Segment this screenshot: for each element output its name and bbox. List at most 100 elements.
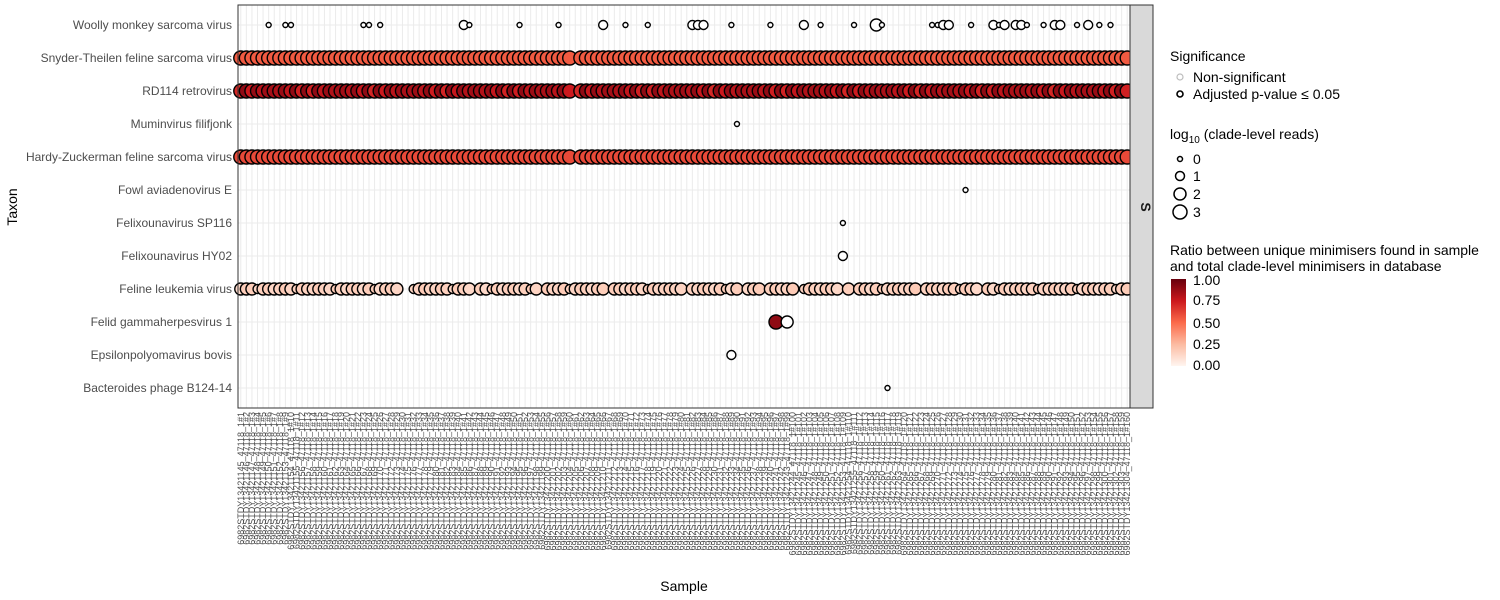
x-tick-label: 6982STDY13421167_47118_1#23: [358, 412, 368, 550]
x-tick-label: 6982STDY13421155_47118_1#11: [292, 412, 302, 549]
x-tick-label: 6982STDY13421224_47118_1#80: [676, 412, 686, 550]
data-point: [780, 315, 794, 329]
x-tick-label: 6982STDY13421299_47118_1#155: [1094, 412, 1104, 555]
x-tick-label: 6982STDY13421185_47118_1#41: [459, 412, 469, 550]
data-point: [767, 21, 774, 29]
x-tick-label: 6982STDY13421211_47118_1#67: [604, 412, 614, 550]
x-tick-label: 6982STDY13421291_47118_1#147: [1050, 412, 1060, 555]
x-tick-label: 6982STDY13421189_47118_1#45: [481, 412, 491, 550]
x-tick-label: 6982STDY13421196_47118_1#52: [520, 412, 530, 550]
x-tick-label: 6982STDY13421268_47118_1#124: [922, 412, 932, 555]
x-tick-label: 6982STDY13421173_47118_1#29: [392, 412, 402, 550]
x-tick-label: 6982STDY13421288_47118_1#144: [1033, 412, 1043, 555]
y-tick-label: Woolly monkey sarcoma virus: [73, 18, 232, 32]
x-tick-label: 6982STDY13421208_47118_1#64: [587, 412, 597, 550]
data-point: [674, 282, 688, 296]
x-tick-label: 6982STDY13421265_47118_1#121: [905, 412, 915, 555]
y-tick-label: Felixounavirus HY02: [121, 249, 232, 263]
x-tick-label: 6982STDY13421205_47118_1#61: [570, 412, 580, 550]
legend-size-key-3: [1172, 204, 1188, 220]
x-tick-label: 6982STDY13421220_47118_1#76: [654, 412, 664, 550]
x-tick-label: 6982STDY13421165_47118_1#21: [347, 412, 357, 550]
data-point: [850, 21, 858, 29]
x-tick-label: 6982STDY13421209_47118_1#65: [593, 412, 603, 550]
data-point: [830, 282, 845, 296]
x-tick-label: 6982STDY13421172_47118_1#28: [386, 412, 396, 550]
x-tick-label: 6982STDY13421175_47118_1#31: [403, 412, 413, 550]
data-point: [786, 282, 800, 296]
x-tick-label: 6982STDY13421228_47118_1#84: [699, 412, 709, 550]
legend-size-key-2: [1173, 187, 1187, 201]
y-tick-label: Fowl aviadenovirus E: [118, 183, 232, 197]
legend-color-tick-025: 0.25: [1193, 336, 1220, 352]
x-tick-label: 6982STDY13421230_47118_1#86: [710, 412, 720, 550]
x-tick-label: 6982STDY13421274_47118_1#130: [955, 412, 965, 555]
y-tick-label: Hardy-Zuckerman feline sarcoma virus: [26, 150, 232, 164]
x-tick-label: 6982STDY13421286_47118_1#142: [1022, 412, 1032, 555]
x-tick-label: 6982STDY13421238_47118_1#94: [754, 412, 764, 550]
x-tick-label: 6982STDY13421222_47118_1#78: [665, 412, 675, 550]
x-tick-label: 6982STDY13421275_47118_1#131: [961, 412, 971, 555]
x-tick-label: 6982STDY13421234_47118_1#90: [732, 412, 742, 550]
y-tick-label: Felid gammaherpesvirus 1: [91, 315, 233, 329]
legend-color-tick-100: 1.00: [1193, 272, 1220, 288]
data-point: [908, 282, 923, 296]
x-tick-label: 6982STDY13421269_47118_1#125: [927, 412, 937, 555]
data-point: [839, 219, 847, 227]
data-point: [1055, 19, 1066, 31]
data-point: [1040, 21, 1047, 29]
legend-nonsignificant-key: [1176, 73, 1184, 81]
x-tick-label: 6982STDY13421183_47118_1#39: [448, 412, 458, 550]
y-tick-label: Muminvirus filifjonk: [131, 117, 233, 131]
x-tick-label: 6982STDY13421168_47118_1#24: [364, 412, 374, 550]
data-point: [841, 282, 856, 296]
x-tick-label: 6982STDY13421257_47118_1#113: [860, 412, 870, 555]
x-tick-label: 6982STDY13421256_47118_1#112: [855, 412, 865, 555]
x-tick-label: 6982STDY13421214_47118_1#70: [620, 412, 630, 550]
data-point: [878, 21, 886, 29]
x-tick-label: 6982STDY13421197_47118_1#53: [526, 412, 536, 550]
data-point: [1096, 21, 1103, 29]
y-tick-label: RD114 retrovirus: [142, 84, 232, 98]
data-point: [376, 21, 384, 29]
x-tick-label: 6982STDY13421249_47118_1#105: [816, 412, 826, 555]
x-tick-label: 6982STDY13421162_47118_1#18: [331, 412, 341, 550]
y-axis-title: Taxon: [4, 188, 20, 225]
x-tick-label: 6982STDY13421287_47118_1#143: [1027, 412, 1037, 555]
data-point: [282, 21, 289, 29]
x-tick-label: 6982STDY13421218_47118_1#74: [643, 412, 653, 550]
legend-size-label-0: 0: [1193, 151, 1201, 167]
x-tick-label: 6982STDY13421255_47118_1#111: [849, 412, 859, 554]
x-tick-label: 6982STDY13421201_47118_1#57: [548, 412, 558, 550]
x-tick-label: 6982STDY13421283_47118_1#139: [1005, 412, 1015, 555]
y-axis-ticks: Woolly monkey sarcoma virus Snyder-Theile…: [26, 18, 233, 395]
y-tick-label: Felixounavirus SP116: [116, 216, 232, 230]
legend-size-label-1: 1: [1193, 168, 1201, 184]
legend-color: Ratio between unique minimisers found in…: [1170, 242, 1479, 373]
legend-size-key-0: [1176, 155, 1184, 163]
data-point: [265, 21, 272, 29]
x-tick-label: 6982STDY13421279_47118_1#135: [983, 412, 993, 555]
x-tick-label: 6982STDY13421233_47118_1#89: [726, 412, 736, 550]
data-point: [928, 21, 936, 29]
x-tick-label: 6982STDY13421195_47118_1#51: [515, 412, 525, 550]
x-tick-label: 6982STDY13421302_47118_1#158: [1111, 412, 1121, 555]
data-point: [622, 21, 629, 29]
legend-color-title-line1: Ratio between unique minimisers found in…: [1170, 242, 1479, 258]
data-point: [837, 250, 849, 262]
x-tick-label: 6982STDY13421166_47118_1#22: [353, 412, 363, 550]
x-tick-label: 6982STDY13421237_47118_1#93: [749, 412, 759, 550]
x-tick-label: 6982STDY13421158_47118_1#14: [308, 412, 318, 550]
x-tick-label: 6982STDY13421246_47118_1#102: [799, 412, 809, 555]
x-tick-label: 6982STDY13421259_47118_1#115: [871, 412, 881, 555]
x-tick-label: 6982STDY13421289_47118_1#145: [1039, 412, 1049, 555]
x-tick-label: 6982STDY13421227_47118_1#83: [693, 412, 703, 550]
data-point: [698, 19, 709, 31]
x-tick-label: 6982STDY13421200_47118_1#56: [542, 412, 552, 550]
data-point: [287, 21, 295, 29]
x-tick-label: 6982STDY13421270_47118_1#126: [933, 412, 943, 555]
data-point: [730, 282, 744, 296]
data-point: [967, 21, 975, 29]
data-point: [596, 282, 610, 296]
legend-color-tick-050: 0.50: [1193, 315, 1220, 331]
